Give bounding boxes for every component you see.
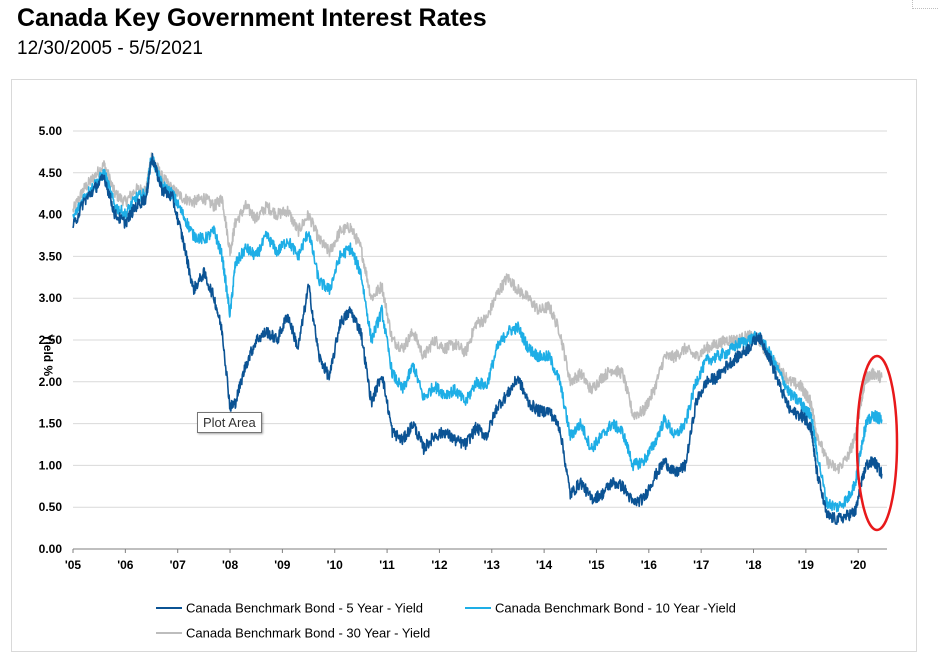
y-axis-ticks: 0.00 0.50 1.00 1.50 2.00 2.50 3.00 3.50 4.00 4.50… [39, 124, 63, 556]
legend-entry-thirty-year: Canada Benchmark Bond - 30 Year - Yield [186, 626, 430, 641]
page-subtitle: 12/30/2005 - 5/5/2021 [17, 38, 203, 59]
window-corner-mark [912, 0, 939, 9]
plot-area-tooltip: Plot Area [197, 412, 262, 433]
y-axis-label: Yield % [41, 334, 55, 377]
y-tick-label: 1.00 [39, 458, 63, 472]
legend-entry-ten-year: Canada Benchmark Bond - 10 Year -Yield [495, 601, 736, 616]
x-tick-label: '16 [641, 558, 658, 572]
x-axis-ticks: '05 '06 '07 '08 '09 '10 '11 '12 '13 '14 '15 '16 '17 '… [65, 558, 867, 572]
five-year-yield-line[interactable] [72, 152, 883, 526]
y-tick-label: 1.50 [39, 417, 63, 431]
x-tick-label: '12 [431, 558, 448, 572]
x-tick-label: '18 [745, 558, 762, 572]
x-tick-label: '17 [693, 558, 710, 572]
y-tick-label: 0.00 [39, 542, 63, 556]
x-tick-label: '07 [170, 558, 187, 572]
x-tick-label: '19 [798, 558, 815, 572]
x-tick-label: '09 [274, 558, 291, 572]
x-tick-label: '15 [588, 558, 605, 572]
legend: Canada Benchmark Bond - 5 Year - Yield Ca… [156, 601, 736, 641]
y-tick-label: 0.50 [39, 500, 63, 514]
highlight-ellipse [855, 354, 899, 532]
y-tick-label: 2.50 [39, 333, 63, 347]
x-tick-label: '11 [379, 558, 395, 572]
x-tick-label: '14 [536, 558, 553, 572]
chart-area[interactable] [11, 79, 917, 652]
y-tick-label: 3.50 [39, 249, 63, 263]
y-tick-label: 5.00 [39, 124, 63, 138]
x-tick-label: '08 [222, 558, 239, 572]
x-tick-label: '20 [850, 558, 867, 572]
y-tick-label: 4.00 [39, 208, 63, 222]
x-tick-label: '10 [327, 558, 344, 572]
y-tick-label: 3.00 [39, 291, 63, 305]
page-title: Canada Key Government Interest Rates [17, 4, 487, 32]
y-tick-label: 4.50 [39, 166, 63, 180]
x-tick-label: '13 [484, 558, 501, 572]
x-axis [72, 548, 887, 553]
series-lines[interactable] [72, 152, 883, 526]
x-tick-label: '06 [117, 558, 134, 572]
x-tick-label: '05 [65, 558, 82, 572]
gridlines [73, 130, 887, 508]
legend-entry-five-year: Canada Benchmark Bond - 5 Year - Yield [186, 601, 423, 616]
y-tick-label: 2.00 [39, 375, 63, 389]
